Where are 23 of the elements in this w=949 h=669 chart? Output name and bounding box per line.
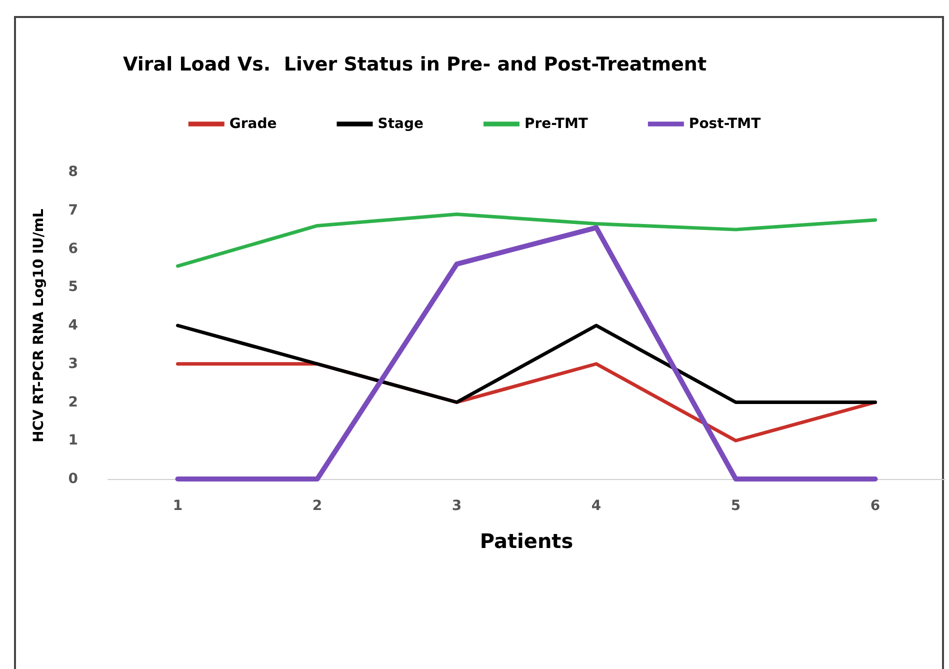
- x-tick-label: 2: [312, 498, 322, 514]
- y-tick-label: 0: [68, 471, 78, 487]
- x-tick-label: 5: [730, 498, 741, 514]
- x-tick-label: 6: [870, 498, 880, 514]
- y-axis-title: HCV RT-PCR RNA Log10 IU/mL: [31, 208, 47, 442]
- y-tick-label: 4: [68, 318, 78, 334]
- y-tick-label: 6: [68, 240, 78, 257]
- y-tick-label: 1: [68, 432, 78, 449]
- y-tick-label: 8: [68, 164, 78, 180]
- x-tick-label: 3: [452, 498, 462, 514]
- chart-title: Viral Load Vs. Liver Status in Pre- and Post-Treatment: [123, 54, 707, 76]
- x-tick-label: 1: [172, 498, 183, 514]
- x-tick-label: 4: [591, 498, 602, 514]
- y-tick-label: 5: [68, 279, 78, 296]
- x-axis-title: Patients: [480, 529, 574, 553]
- line-series: [176, 212, 877, 268]
- legend-label: Post-TMT: [688, 116, 762, 132]
- y-tick-label: 2: [68, 394, 78, 410]
- y-tick-label: 7: [68, 202, 78, 218]
- y-tick-label: 3: [68, 356, 78, 372]
- legend-label: Grade: [229, 116, 277, 132]
- legend-label: Stage: [378, 116, 424, 132]
- legend-label: Pre-TMT: [524, 116, 588, 132]
